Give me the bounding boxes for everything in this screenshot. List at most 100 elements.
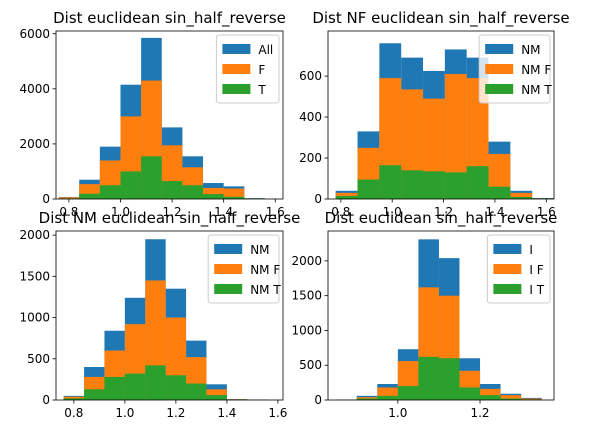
- legend: NM NM F NM T: [207, 234, 281, 304]
- bar-t-1: [79, 193, 100, 199]
- x-tick-label: 1.2: [163, 205, 182, 219]
- bar-t-3: [120, 171, 142, 199]
- bar-i-t-6: [459, 387, 481, 400]
- bar-f-0: [58, 197, 80, 199]
- bar-nm-t-1: [357, 179, 380, 199]
- y-tick-label: 200: [299, 151, 322, 165]
- bar-i-f-8: [500, 395, 522, 400]
- subplot-bottom-right: 1.0 1.2 0 500 1000 1500 2000 I I F I T Dist euclid…: [291, 209, 557, 420]
- subplot-title: Dist euclidean sin_half_reverse: [325, 209, 558, 228]
- bar-f-7: [203, 187, 224, 199]
- x-tick-label: 1.2: [434, 205, 453, 219]
- legend-swatch: [222, 44, 251, 54]
- y-tick-label: 500: [27, 352, 50, 366]
- axes-frame: [327, 30, 555, 200]
- x-tick-label: 0.8: [59, 205, 78, 219]
- legend-label: NM: [521, 43, 540, 57]
- x-tick-label: 1.0: [115, 406, 134, 420]
- y-tick-label: 1000: [19, 311, 50, 325]
- bar-t-8: [223, 196, 245, 199]
- x-tick-label: 1.6: [266, 205, 285, 219]
- y-tick-label: 2000: [291, 254, 322, 268]
- bar-i-t-3: [397, 386, 419, 400]
- x-tick-label: 1.4: [214, 205, 233, 219]
- legend-label: I F: [529, 263, 543, 277]
- bar-nm-t-6: [186, 383, 207, 400]
- y-tick-label: 400: [299, 110, 322, 124]
- legend-swatch: [493, 244, 522, 254]
- x-tick-label: 1.0: [383, 205, 402, 219]
- bar-nm-t-4: [145, 365, 166, 400]
- legend-swatch: [222, 64, 251, 74]
- y-tick-label: 2000: [19, 137, 50, 151]
- x-tick-label: 1.6: [268, 406, 287, 420]
- subplot-title: Dist euclidean sin_half_reverse: [53, 9, 286, 28]
- legend-label: NM T: [521, 83, 552, 97]
- y-tick-label: 0: [42, 192, 50, 206]
- subplot-top-right: 0.8 1.0 1.2 1.4 1.6 0 200 400 600 NM NM F NM T Dist …: [299, 9, 570, 219]
- bar-nm-f-5: [444, 74, 467, 199]
- legend-label: T: [257, 83, 266, 97]
- x-tick-label: 1.2: [166, 406, 185, 420]
- legend-swatch: [222, 84, 251, 94]
- x-tick-label: 0.8: [331, 205, 350, 219]
- legend-swatch: [493, 284, 522, 294]
- x-tick-label: 1.6: [537, 205, 556, 219]
- legend: All FT: [215, 34, 280, 104]
- legend-label: All: [258, 43, 273, 57]
- y-tick-label: 1500: [291, 289, 322, 303]
- x-tick-label: 1.0: [388, 406, 407, 420]
- legend-label: I T: [529, 283, 544, 297]
- bar-nm-t-4: [423, 171, 445, 199]
- bar-i-f-9: [521, 398, 542, 400]
- legend-label: NM F: [521, 63, 551, 77]
- bar-nm-t-2: [104, 376, 125, 400]
- legend-label: F: [258, 63, 265, 77]
- x-tick-label: 1.0: [111, 205, 130, 219]
- bar-t-4: [141, 156, 162, 199]
- bar-nm-f-7: [206, 389, 227, 400]
- y-tick-label: 600: [299, 69, 322, 83]
- bar-i-f-7: [480, 388, 501, 400]
- bar-t-6: [182, 185, 204, 199]
- bar-nm-t-0: [63, 398, 85, 400]
- bar-nm-t-6: [466, 166, 489, 199]
- legend: NM NM F NM T: [478, 34, 552, 104]
- bar-nm-f-8: [510, 192, 533, 199]
- bar-i-t-2: [377, 395, 398, 400]
- bar-nm-t-7: [488, 186, 511, 199]
- legend-swatch: [214, 244, 243, 254]
- bar-nm-t-5: [165, 375, 187, 400]
- bars: [335, 43, 554, 199]
- legend-swatch: [485, 84, 514, 94]
- bar-f-8: [223, 188, 245, 199]
- x-tick-label: 1.4: [485, 205, 504, 219]
- legend-swatch: [214, 284, 243, 294]
- bar-nm-t-1: [84, 389, 105, 400]
- bar-nm-t-3: [401, 170, 424, 199]
- bar-nm-t-2: [379, 165, 402, 199]
- bar-nm-t-7: [206, 395, 227, 400]
- legend-label: NM F: [250, 263, 280, 277]
- subplot-title: Dist NM euclidean sin_half_reverse: [39, 209, 301, 228]
- bar-t-2: [99, 185, 121, 199]
- x-tick-label: 1.2: [470, 406, 489, 420]
- bar-i-t-7: [480, 395, 501, 400]
- y-tick-label: 1000: [291, 323, 322, 337]
- bar-i-t-5: [438, 358, 460, 400]
- legend-swatch: [485, 44, 514, 54]
- y-tick-label: 0: [314, 192, 322, 206]
- subplot-title: Dist NF euclidean sin_half_reverse: [312, 9, 569, 28]
- bar-nm-t-5: [444, 172, 467, 199]
- axes-frame: [327, 230, 555, 401]
- bars: [58, 37, 265, 199]
- x-tick-label: 1.4: [217, 406, 236, 420]
- bar-t-5: [161, 181, 183, 199]
- legend-swatch: [485, 64, 514, 74]
- axes-frame: [55, 230, 284, 401]
- y-tick-label: 0: [314, 393, 322, 407]
- bar-nm-t-0: [335, 195, 358, 199]
- legend-swatch: [493, 264, 522, 274]
- legend: I I F I T: [486, 234, 551, 304]
- legend-label: NM: [250, 243, 269, 257]
